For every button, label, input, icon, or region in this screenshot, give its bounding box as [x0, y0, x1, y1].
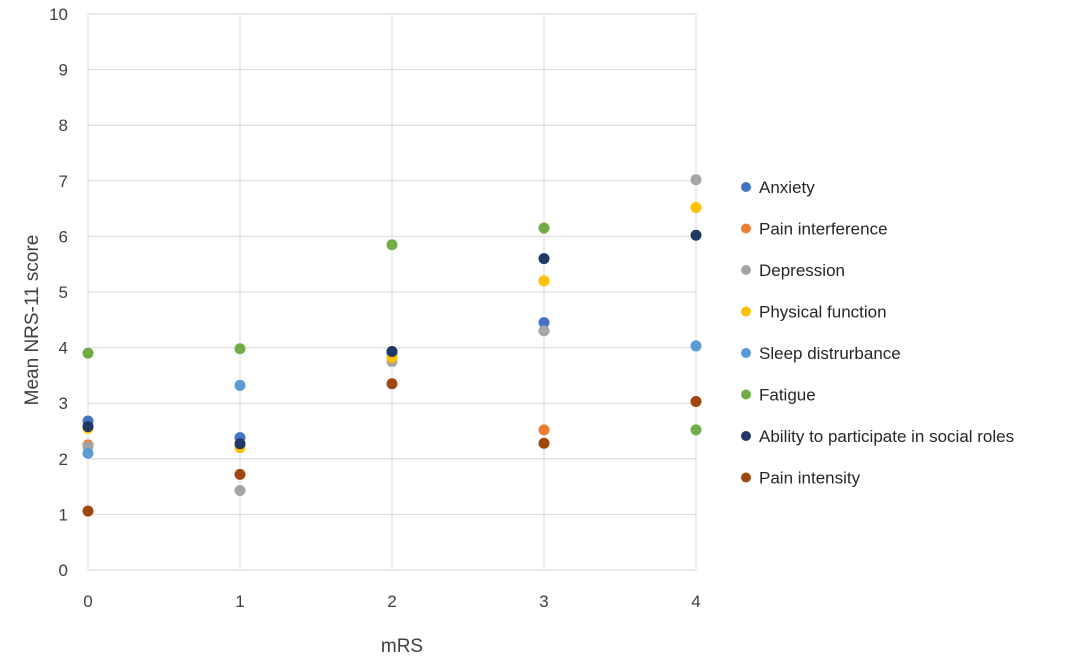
y-tick-label: 10: [49, 5, 68, 24]
point-physical-function-mrs-3: [538, 275, 550, 287]
point-anxiety-mrs-3: [538, 317, 550, 329]
legend-marker: [741, 306, 751, 317]
x-tick-label: 2: [387, 592, 396, 611]
y-axis-title: Mean NRS-11 score: [22, 235, 43, 406]
x-tick-label: 0: [83, 592, 92, 611]
y-axis-ticks: 0 1 2 3 4 5 6 7 8 9 10: [49, 5, 68, 580]
point-sleep-distrurbance-mrs-1: [234, 379, 246, 391]
point-pain-intensity-mrs-3: [538, 437, 550, 449]
x-tick-label: 1: [235, 592, 244, 611]
point-pain-intensity-mrs-2: [386, 378, 398, 390]
x-axis-title: mRS: [381, 636, 423, 657]
y-tick-label: 1: [59, 505, 68, 524]
legend-marker: [741, 472, 751, 483]
y-tick-label: 6: [59, 227, 68, 246]
point-sleep-distrurbance-mrs-0: [82, 447, 94, 459]
y-tick-label: 4: [59, 339, 68, 358]
y-tick-label: 5: [59, 283, 68, 302]
y-tick-label: 7: [59, 172, 68, 191]
x-tick-label: 4: [691, 592, 700, 611]
point-fatigue-mrs-0: [82, 347, 94, 359]
legend-label: Physical function: [759, 303, 887, 322]
legend: Anxiety Pain interference Depression Physic…: [741, 178, 1014, 488]
legend-marker: [741, 348, 751, 358]
data-points: [82, 174, 702, 517]
legend-label: Fatigue: [759, 386, 816, 405]
point-sleep-distrurbance-mrs-4: [690, 340, 702, 352]
legend-marker: [741, 389, 751, 400]
point-ability-to-participate-in-social-roles-mrs-2: [386, 345, 398, 357]
point-pain-intensity-mrs-0: [82, 505, 94, 517]
point-ability-to-participate-in-social-roles-mrs-1: [234, 438, 246, 450]
point-fatigue-mrs-3: [538, 222, 550, 234]
point-ability-to-participate-in-social-roles-mrs-0: [82, 421, 94, 433]
point-fatigue-mrs-2: [386, 239, 398, 251]
legend-label: Depression: [759, 261, 845, 280]
legend-label: Pain interference: [759, 220, 888, 239]
legend-label: Ability to participate in social roles: [759, 427, 1014, 446]
point-depression-mrs-4: [690, 174, 702, 186]
point-physical-function-mrs-4: [690, 201, 702, 213]
y-tick-label: 9: [59, 61, 68, 80]
y-tick-label: 2: [59, 450, 68, 469]
legend-label: Anxiety: [759, 178, 815, 197]
y-tick-label: 3: [59, 394, 68, 413]
point-pain-intensity-mrs-4: [690, 396, 702, 408]
point-pain-interference-mrs-3: [538, 424, 550, 436]
x-tick-label: 3: [539, 592, 548, 611]
x-axis-ticks: 0 1 2 3 4: [83, 592, 700, 611]
point-depression-mrs-3: [538, 325, 550, 337]
point-depression-mrs-1: [234, 484, 246, 496]
legend-marker: [741, 265, 751, 275]
legend-label: Sleep distrurbance: [759, 344, 901, 363]
gridlines: [87, 13, 697, 571]
point-fatigue-mrs-4: [690, 424, 702, 436]
point-pain-intensity-mrs-1: [234, 468, 246, 480]
point-ability-to-participate-in-social-roles-mrs-3: [538, 253, 550, 265]
legend-marker: [741, 223, 751, 234]
point-ability-to-participate-in-social-roles-mrs-4: [690, 229, 702, 241]
legend-marker: [741, 431, 751, 441]
legend-label: Pain intensity: [759, 469, 861, 488]
legend-marker: [741, 182, 751, 192]
point-fatigue-mrs-1: [234, 343, 246, 355]
y-tick-label: 8: [59, 116, 68, 135]
y-tick-label: 0: [59, 561, 68, 580]
